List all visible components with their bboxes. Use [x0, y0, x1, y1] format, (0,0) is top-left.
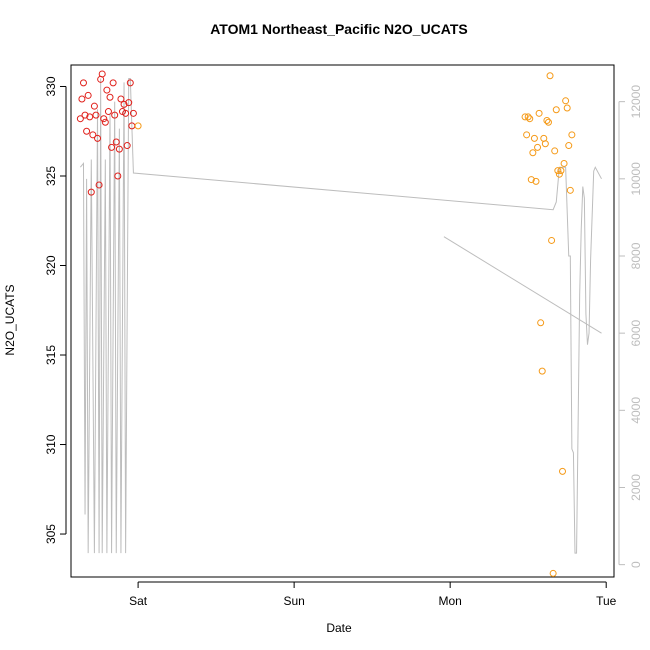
data-point — [101, 118, 109, 126]
data-point — [543, 116, 551, 124]
data-point — [100, 115, 108, 123]
data-point — [87, 188, 95, 196]
data-point — [103, 86, 111, 94]
altitude-trace — [79, 78, 602, 554]
data-point — [532, 177, 540, 185]
data-point — [563, 104, 571, 112]
data-point — [117, 95, 125, 103]
data-point — [94, 134, 102, 142]
data-point — [555, 170, 563, 178]
data-point — [538, 367, 546, 375]
x-tick-label: Sun — [283, 594, 304, 608]
data-point — [527, 176, 535, 184]
x-axis-label: Date — [326, 621, 352, 635]
data-point — [544, 118, 552, 126]
data-point — [523, 131, 531, 139]
x-axis: Sat Sun Mon Tue — [129, 581, 617, 608]
data-point — [537, 319, 545, 327]
y2-tick-label: 0 — [629, 561, 643, 568]
data-point — [548, 236, 556, 244]
data-point — [90, 102, 98, 110]
y-tick-label: 315 — [44, 345, 58, 365]
y-tick-label: 305 — [44, 524, 58, 544]
data-point — [83, 127, 91, 135]
data-point — [126, 79, 134, 87]
data-point — [129, 109, 137, 117]
chart-title: ATOM1 Northeast_Pacific N2O_UCATS — [210, 21, 468, 37]
data-point — [108, 143, 116, 151]
data-point — [562, 97, 570, 105]
data-point — [534, 143, 542, 151]
x-tick-label: Tue — [596, 594, 617, 608]
data-point — [125, 99, 133, 107]
data-point — [78, 95, 86, 103]
data-point — [541, 140, 549, 148]
data-point — [112, 138, 120, 146]
data-point — [79, 79, 87, 87]
y2-tick-label: 10000 — [629, 162, 643, 196]
data-point — [554, 167, 562, 175]
scatter-points — [76, 70, 576, 577]
x-tick-label: Sat — [129, 594, 148, 608]
data-point — [524, 113, 532, 121]
data-point — [552, 106, 560, 114]
data-point — [76, 115, 84, 123]
y-axis-left: 305 310 315 320 325 330 — [44, 76, 67, 544]
y2-tick-label: 4000 — [629, 397, 643, 424]
y-tick-label: 330 — [44, 76, 58, 96]
data-point — [559, 467, 567, 475]
y2-tick-label: 6000 — [629, 319, 643, 346]
data-point — [557, 167, 565, 175]
altitude-connector-line — [443, 236, 602, 334]
data-point — [92, 111, 100, 119]
data-point — [111, 111, 119, 119]
data-point — [109, 79, 117, 87]
data-point — [546, 72, 554, 80]
data-point — [115, 145, 123, 153]
y-axis-right: 0 2000 4000 6000 8000 10000 12000 — [618, 85, 643, 568]
data-point — [134, 122, 142, 130]
x-tick-label: Mon — [438, 594, 461, 608]
data-point — [529, 149, 537, 157]
data-point — [566, 186, 574, 194]
plot-frame — [70, 64, 615, 578]
y2-tick-label: 8000 — [629, 242, 643, 269]
y-axis-label: N2O_UCATS — [3, 284, 17, 355]
y2-tick-label: 2000 — [629, 474, 643, 501]
data-point — [95, 181, 103, 189]
y-tick-label: 320 — [44, 255, 58, 275]
y-tick-label: 325 — [44, 166, 58, 186]
y2-tick-label: 12000 — [629, 85, 643, 119]
data-point — [535, 109, 543, 117]
data-point — [123, 142, 131, 150]
altitude-line — [79, 78, 602, 554]
data-point — [560, 159, 568, 167]
data-point — [106, 93, 114, 101]
data-point — [565, 142, 573, 150]
data-point — [122, 109, 130, 117]
data-point — [551, 147, 559, 155]
data-point — [568, 131, 576, 139]
data-point — [89, 131, 97, 139]
data-point — [114, 172, 122, 180]
data-point — [526, 115, 534, 123]
data-point — [521, 113, 529, 121]
data-point — [98, 70, 106, 78]
data-point — [84, 91, 92, 99]
data-point — [120, 100, 128, 108]
data-point — [530, 134, 538, 142]
data-point — [86, 113, 94, 121]
data-point — [549, 569, 557, 577]
data-point — [104, 108, 112, 116]
y-tick-label: 310 — [44, 434, 58, 454]
data-point — [81, 111, 89, 119]
